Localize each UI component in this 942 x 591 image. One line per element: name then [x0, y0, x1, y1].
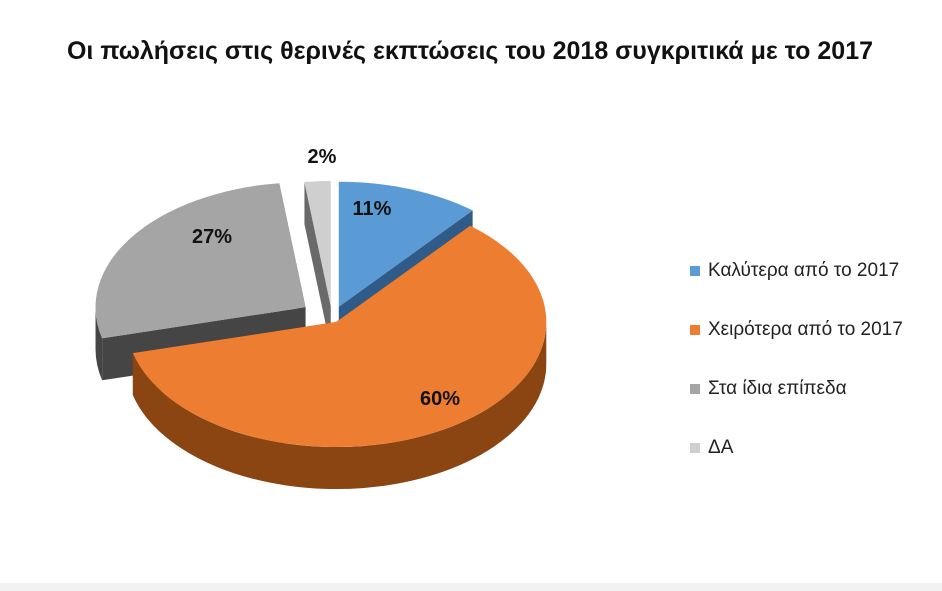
legend-item: Καλύτερα από το 2017 [690, 256, 903, 286]
legend-swatch [690, 384, 700, 394]
legend-label: Χειρότερα από το 2017 [708, 319, 903, 340]
data-label: 11% [353, 198, 392, 220]
pie-slice-face [304, 182, 331, 349]
pie-slice-top [95, 183, 306, 339]
bottom-band [0, 583, 942, 591]
data-label: 27% [192, 226, 232, 248]
pie-slice-side [95, 307, 103, 381]
pie-slice-top [338, 181, 473, 307]
legend: Καλύτερα από το 2017 Χειρότερα από το 20… [690, 256, 903, 492]
data-label: 2% [308, 146, 337, 168]
pie-slice-side [132, 322, 547, 490]
legend-swatch [690, 443, 700, 453]
legend-item: Στα ίδια επίπεδα [690, 374, 903, 404]
legend-swatch [690, 266, 700, 276]
legend-item: ΔΑ [690, 433, 903, 463]
legend-item: Χειρότερα από το 2017 [690, 315, 903, 345]
pie-slice-top [132, 225, 547, 448]
pie-slice-top [304, 181, 331, 307]
chart-title: Οι πωλήσεις στις θερινές εκπτώσεις του 2… [66, 37, 874, 65]
pie-slice [304, 181, 331, 349]
legend-label: ΔΑ [708, 437, 734, 458]
data-label: 60% [420, 388, 460, 410]
legend-label: Στα ίδια επίπεδα [708, 378, 847, 399]
legend-label: Καλύτερα από το 2017 [708, 260, 900, 281]
pie-slice [132, 225, 547, 490]
legend-swatch [690, 325, 700, 335]
